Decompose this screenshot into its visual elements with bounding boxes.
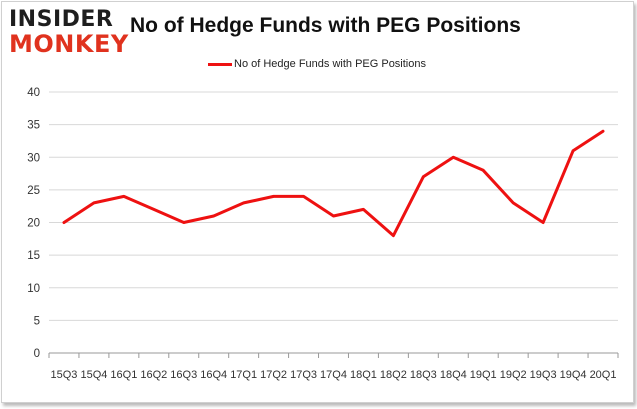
x-tick-label-18Q4: 18Q4 (440, 369, 467, 381)
x-tick-label-18Q2: 18Q2 (380, 369, 407, 381)
logo-line2: MONKEY (9, 30, 129, 58)
y-tick-label-35: 35 (27, 120, 40, 132)
data-point-19Q4 (571, 149, 575, 152)
data-point-20Q1 (601, 129, 605, 133)
x-tick-label-17Q2: 17Q2 (260, 369, 287, 381)
data-point-17Q3 (302, 195, 305, 198)
data-point-16Q2 (152, 208, 156, 211)
data-point-16Q1 (122, 195, 126, 198)
x-tick-label-15Q4: 15Q4 (80, 369, 107, 381)
x-tick-label-18Q1: 18Q1 (350, 369, 377, 381)
data-point-15Q4 (92, 201, 96, 205)
y-tick-label-30: 30 (27, 152, 40, 164)
data-point-18Q4 (452, 156, 455, 159)
y-tick-label-5: 5 (34, 315, 40, 327)
x-tick-label-16Q4: 16Q4 (200, 369, 227, 381)
x-tick-label-19Q3: 19Q3 (530, 369, 557, 381)
data-point-17Q4 (332, 214, 335, 218)
legend-swatch (208, 62, 232, 66)
data-point-16Q4 (212, 214, 215, 218)
data-point-15Q3 (62, 221, 66, 224)
y-tick-label-15: 15 (27, 250, 40, 262)
x-tick-label-16Q3: 16Q3 (170, 369, 197, 381)
y-tick-label-0: 0 (34, 348, 40, 360)
chart-legend: No of Hedge Funds with PEG Positions (208, 58, 426, 70)
chart-title: No of Hedge Funds with PEG Positions (130, 14, 521, 37)
x-tick-label-16Q1: 16Q1 (110, 369, 137, 381)
y-tick-label-40: 40 (27, 87, 40, 99)
y-tick-label-25: 25 (27, 185, 40, 197)
logo-line1: INSIDER (9, 7, 114, 32)
x-tick-label-17Q4: 17Q4 (320, 369, 347, 381)
data-point-18Q2 (392, 234, 395, 237)
y-tick-label-10: 10 (27, 283, 40, 295)
data-point-17Q1 (242, 201, 245, 205)
x-tick-label-19Q1: 19Q1 (470, 369, 497, 381)
x-tick-label-17Q3: 17Q3 (290, 369, 317, 381)
x-tick-label-19Q4: 19Q4 (560, 369, 587, 381)
x-tick-label-19Q2: 19Q2 (500, 369, 527, 381)
data-point-16Q3 (182, 221, 185, 224)
series-line-0 (62, 129, 605, 238)
data-point-17Q2 (272, 195, 275, 198)
chart-frame: INSIDER MONKEY No of Hedge Funds with PE… (1, 1, 634, 403)
line-chart: 0 5 10 15 20 25 30 35 40 15Q3 15Q4 16Q1 16Q2 16Q3 16Q4… (27, 87, 619, 381)
data-point-19Q1 (482, 169, 485, 172)
insider-monkey-logo: INSIDER MONKEY (9, 7, 129, 58)
data-point-19Q2 (511, 201, 515, 205)
x-tick-label-16Q2: 16Q2 (140, 369, 167, 381)
x-tick-label-20Q1: 20Q1 (590, 369, 617, 381)
x-tick-label-18Q3: 18Q3 (410, 369, 437, 381)
x-tick-label-17Q1: 17Q1 (230, 369, 257, 381)
legend-label: No of Hedge Funds with PEG Positions (234, 58, 426, 70)
x-tick-label-15Q3: 15Q3 (51, 369, 78, 381)
data-point-18Q1 (362, 208, 365, 211)
data-point-18Q3 (422, 175, 425, 179)
y-tick-label-20: 20 (27, 218, 40, 230)
data-point-19Q3 (541, 221, 545, 224)
